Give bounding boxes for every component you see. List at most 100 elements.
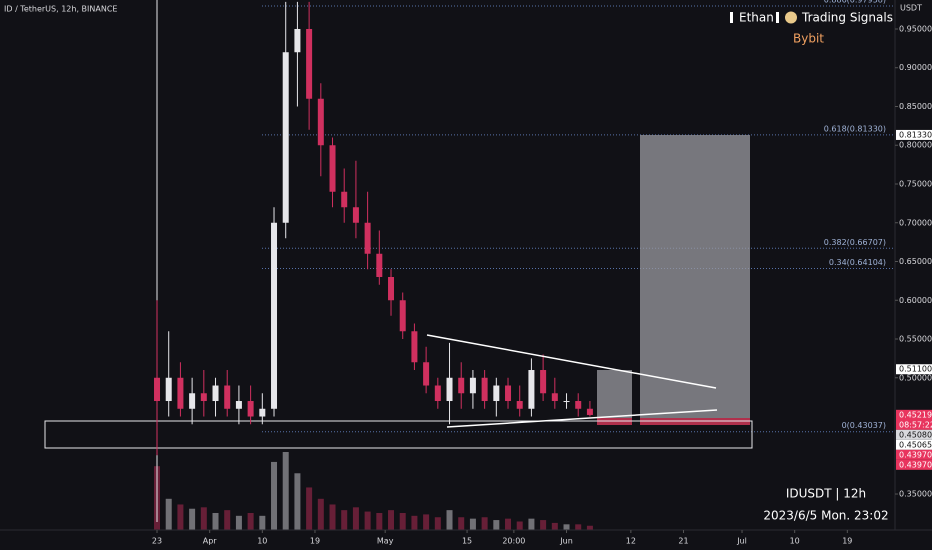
x-tick-label: 19	[310, 537, 320, 546]
x-tick-label: 20:00	[502, 537, 525, 546]
price-tag	[896, 449, 932, 460]
x-tick-label: 15	[462, 537, 472, 546]
price-tag	[896, 364, 932, 375]
y-tick-label: 0.55000	[899, 335, 932, 344]
candle-body	[306, 28, 313, 99]
y-tick-label: 0.35000	[899, 490, 932, 499]
volume-bar	[247, 512, 254, 530]
target-box-small	[597, 370, 632, 420]
price-tag-label: 0.51100	[899, 365, 932, 374]
volume-bar	[388, 510, 395, 530]
y-tick-label: 0.60000	[899, 296, 932, 305]
volume-bar	[399, 512, 406, 530]
brand-bar	[730, 12, 733, 23]
volume-bar	[329, 504, 336, 530]
candle-body	[586, 408, 593, 415]
volume-layer	[154, 452, 593, 530]
price-tag	[896, 129, 932, 140]
candle-body	[399, 300, 406, 332]
volume-bar	[411, 515, 418, 530]
x-tick-label: Jun	[559, 537, 573, 546]
volume-bar	[528, 518, 535, 530]
x-tick-label: May	[377, 537, 394, 546]
volume-bar	[341, 510, 348, 530]
candle-body	[329, 145, 336, 192]
volume-bar	[177, 504, 184, 530]
y-tick-label: 0.90000	[899, 63, 932, 72]
volume-bar	[294, 473, 301, 530]
axes: 0.95000 0.90000 0.85000 0.80000 0.75000 0.700…	[152, 24, 932, 545]
x-tick-label: 21	[678, 537, 688, 546]
candle-body	[540, 370, 547, 394]
volume-bar	[165, 498, 172, 530]
candle-body	[165, 377, 172, 402]
candle-body	[446, 377, 453, 402]
volume-bar	[458, 517, 465, 530]
volume-bar	[235, 515, 242, 530]
x-tick-label: 12	[626, 537, 636, 546]
volume-bar	[212, 512, 219, 530]
currency: USDT	[900, 4, 922, 13]
support-zone	[44, 420, 753, 449]
volume-bar	[551, 522, 558, 530]
candle-body	[294, 28, 301, 53]
candle-body	[528, 370, 535, 409]
volume-bar	[493, 520, 500, 530]
y-tick-label: 0.75000	[899, 179, 932, 188]
candle-body	[575, 401, 582, 409]
price-tag	[896, 429, 932, 440]
candle-body	[469, 377, 476, 394]
x-tick-label: 10	[790, 537, 800, 546]
price-tag-label: 0.81330	[899, 130, 932, 139]
fib-label: 0.34(0.64104)	[829, 258, 886, 267]
x-tick-label: 10	[257, 537, 267, 546]
candle-body	[352, 207, 359, 223]
x-tick-label: Apr	[203, 537, 218, 546]
candle-body	[376, 253, 383, 278]
y-tick-label: 0.95000	[899, 24, 932, 33]
candle-body	[271, 222, 278, 409]
price-tag-label: 0.45080	[899, 430, 932, 439]
fib-label: 0.382(0.66707)	[824, 238, 886, 247]
y-tick-label: 0.50000	[899, 373, 932, 382]
volume-bar	[282, 452, 289, 530]
candle-body	[259, 408, 266, 417]
fib-label: 0.886(0.97958)	[824, 0, 886, 5]
fib-label: 0.618(0.81330)	[824, 124, 886, 133]
candle-body	[341, 191, 348, 208]
volume-bar	[446, 510, 453, 530]
footer-symbol: IDUSDT | 12h	[786, 487, 866, 501]
candle-body	[247, 401, 254, 417]
volume-bar	[224, 510, 231, 530]
volume-bar	[563, 524, 570, 530]
volume-bar	[271, 461, 278, 530]
candle-body	[411, 331, 418, 363]
candle-body	[481, 377, 488, 402]
y-tick-label: 0.85000	[899, 102, 932, 111]
volume-bar	[540, 520, 547, 530]
candle-body	[317, 98, 324, 146]
price-tags: 0.81330 0.51100 0.4521908:57:220.450800.45…	[896, 129, 932, 470]
volume-bar	[586, 525, 593, 530]
candle-body	[177, 377, 184, 409]
candle-body	[224, 385, 231, 409]
volume-bar	[200, 507, 207, 530]
y-tick-label: 0.80000	[899, 141, 932, 150]
brand-tagline: Trading Signals	[801, 11, 893, 25]
y-tick-label: 0.70000	[899, 218, 932, 227]
volume-bar	[423, 514, 430, 530]
candle-body	[563, 401, 570, 403]
volume-bar	[516, 521, 523, 530]
candle-body	[212, 385, 219, 402]
trendline-upper	[426, 334, 717, 389]
volume-bar	[469, 518, 476, 530]
candle-body	[364, 222, 371, 254]
candle-body	[505, 385, 512, 402]
price-tag-label: 0.43970	[899, 460, 932, 469]
trendline-lower	[446, 409, 718, 428]
candle-body	[388, 277, 395, 301]
volume-bar	[189, 508, 196, 530]
target-box	[640, 135, 750, 420]
